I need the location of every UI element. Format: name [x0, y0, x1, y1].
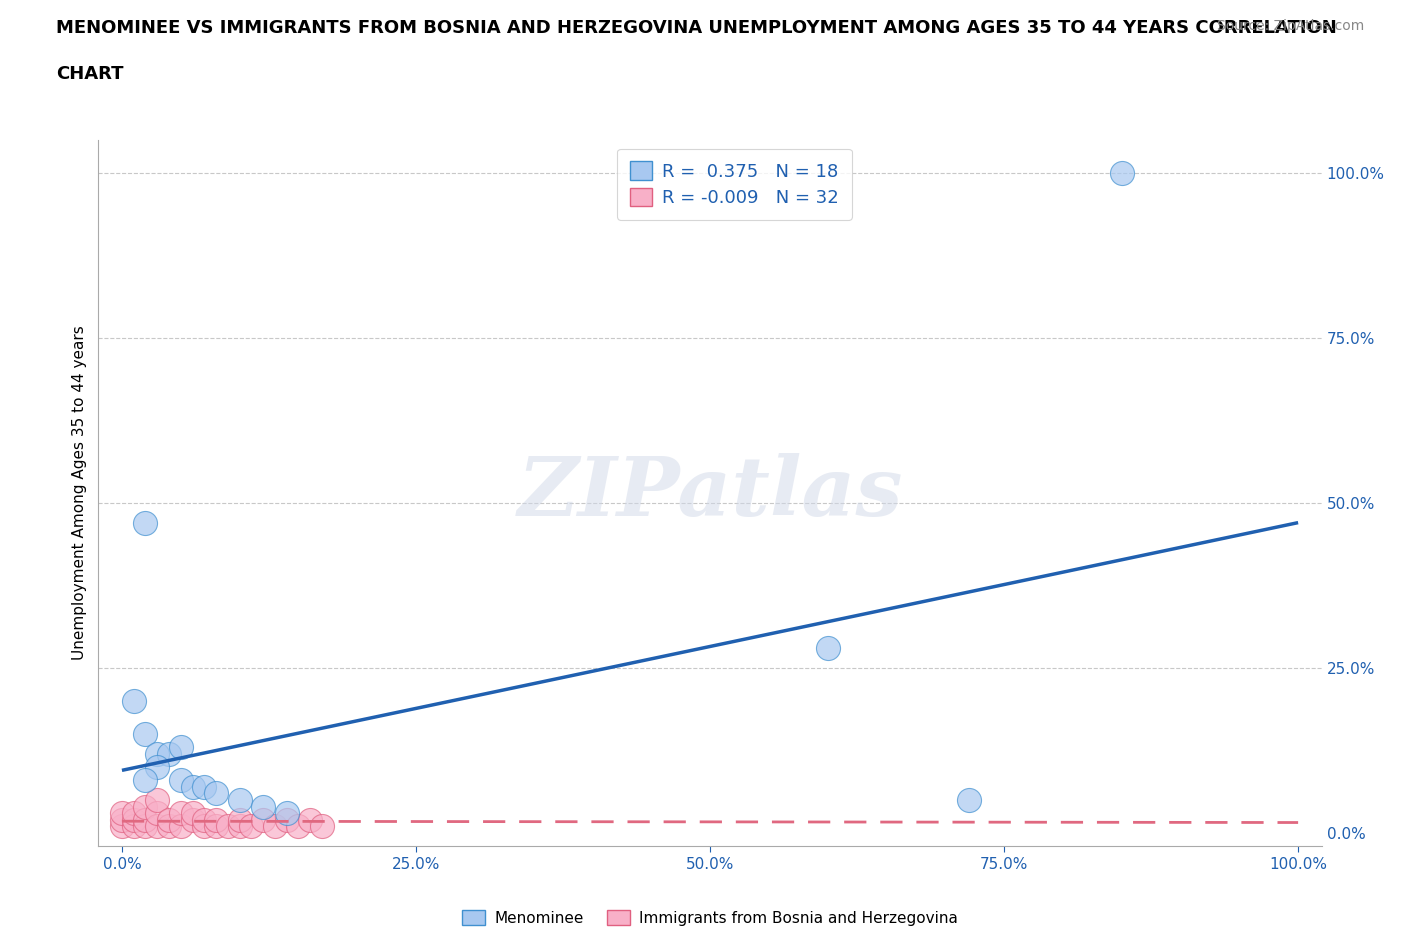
Point	[228, 813, 250, 828]
Point	[170, 819, 193, 834]
Point	[957, 792, 980, 807]
Point	[157, 813, 180, 828]
Point	[146, 805, 169, 820]
Point	[228, 819, 250, 834]
Legend: Menominee, Immigrants from Bosnia and Herzegovina: Menominee, Immigrants from Bosnia and He…	[457, 903, 963, 930]
Point	[134, 819, 156, 834]
Point	[146, 792, 169, 807]
Point	[205, 819, 228, 834]
Point	[181, 813, 204, 828]
Point	[817, 641, 839, 656]
Point	[276, 813, 298, 828]
Point	[252, 813, 274, 828]
Point	[193, 813, 215, 828]
Text: ZIPatlas: ZIPatlas	[517, 453, 903, 533]
Point	[146, 819, 169, 834]
Point	[134, 813, 156, 828]
Point	[134, 773, 156, 788]
Y-axis label: Unemployment Among Ages 35 to 44 years: Unemployment Among Ages 35 to 44 years	[72, 326, 87, 660]
Point	[170, 739, 193, 754]
Point	[193, 819, 215, 834]
Point	[122, 805, 145, 820]
Point	[217, 819, 239, 834]
Point	[111, 813, 134, 828]
Point	[170, 773, 193, 788]
Point	[157, 819, 180, 834]
Point	[276, 805, 298, 820]
Point	[157, 747, 180, 762]
Point	[122, 819, 145, 834]
Text: CHART: CHART	[56, 65, 124, 83]
Point	[134, 799, 156, 814]
Point	[252, 799, 274, 814]
Point	[111, 805, 134, 820]
Point	[299, 813, 322, 828]
Point	[181, 779, 204, 794]
Point	[193, 779, 215, 794]
Point	[205, 786, 228, 801]
Point	[240, 819, 263, 834]
Point	[134, 515, 156, 530]
Point	[111, 819, 134, 834]
Point	[263, 819, 285, 834]
Point	[228, 792, 250, 807]
Point	[287, 819, 309, 834]
Point	[181, 805, 204, 820]
Point	[146, 760, 169, 775]
Point	[170, 805, 193, 820]
Point	[122, 813, 145, 828]
Point	[1111, 166, 1133, 180]
Text: MENOMINEE VS IMMIGRANTS FROM BOSNIA AND HERZEGOVINA UNEMPLOYMENT AMONG AGES 35 T: MENOMINEE VS IMMIGRANTS FROM BOSNIA AND …	[56, 19, 1337, 36]
Point	[311, 819, 333, 834]
Point	[205, 813, 228, 828]
Text: Source: ZipAtlas.com: Source: ZipAtlas.com	[1216, 19, 1364, 33]
Point	[122, 694, 145, 709]
Point	[134, 726, 156, 741]
Point	[146, 747, 169, 762]
